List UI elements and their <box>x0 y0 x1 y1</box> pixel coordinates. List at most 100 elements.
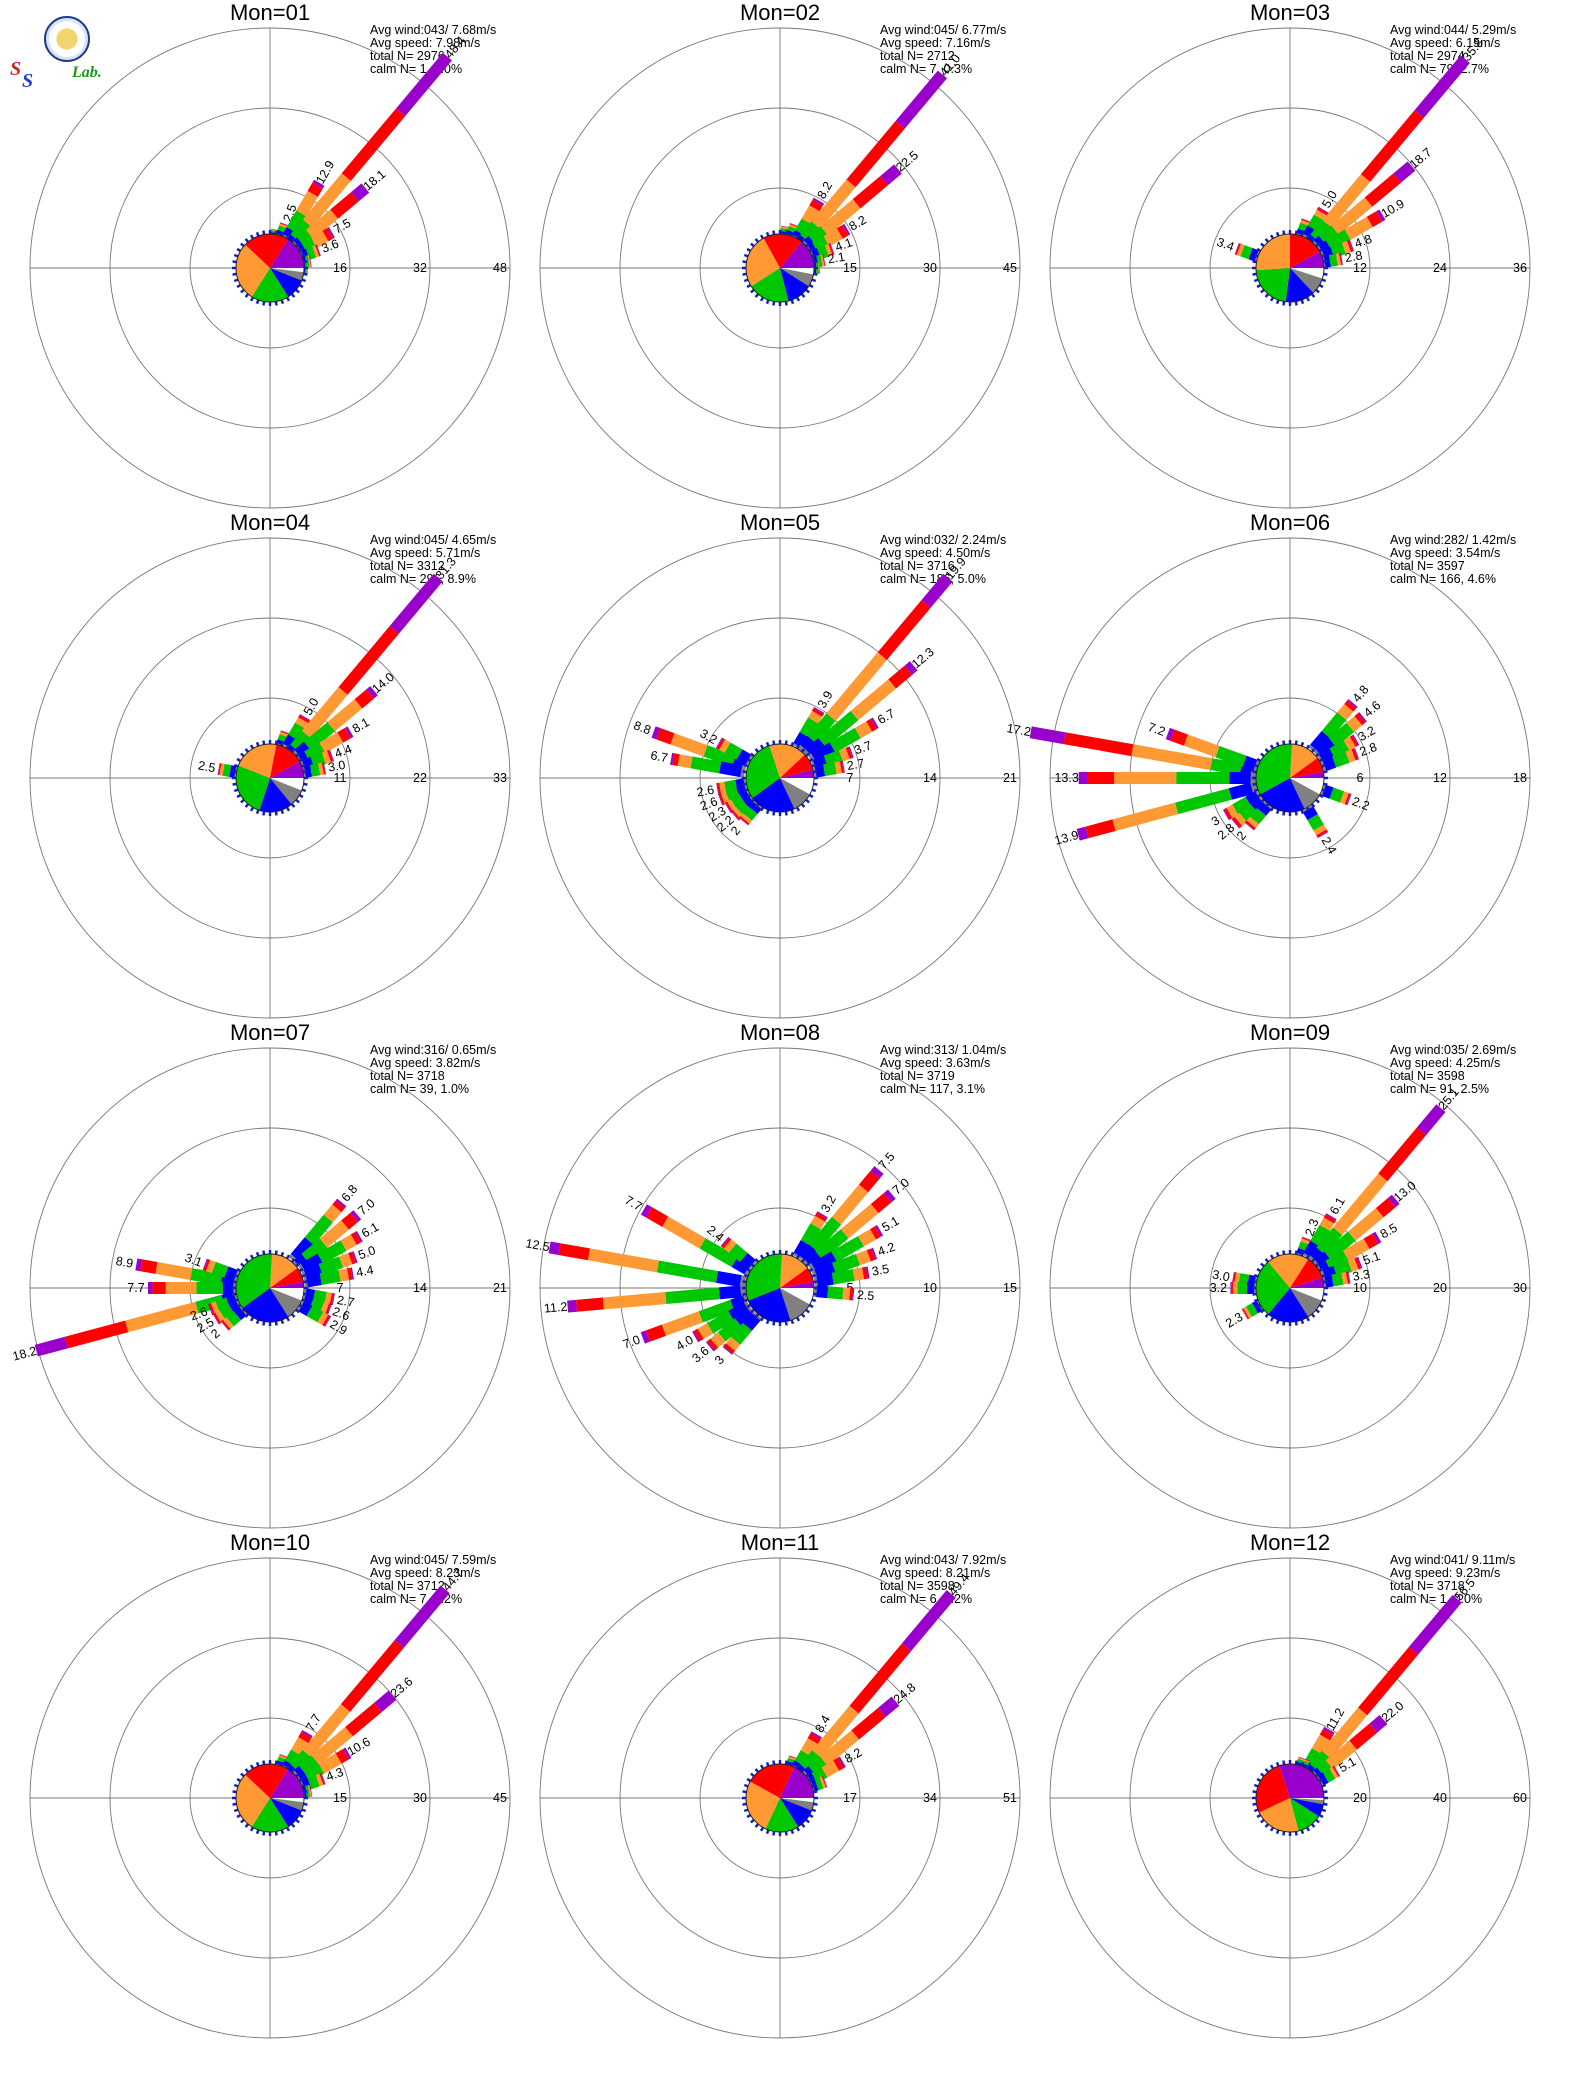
bar-segment <box>720 791 730 805</box>
sector-tick <box>1294 1321 1298 1326</box>
bar-segment <box>697 1323 714 1339</box>
sector-tick <box>1300 1761 1305 1767</box>
sector-tick <box>1310 238 1316 243</box>
bar-segment <box>279 731 292 739</box>
bar-segment <box>1372 1231 1382 1244</box>
bar-segment <box>326 750 334 763</box>
bar-segment <box>301 237 318 254</box>
sector-tick <box>784 230 788 235</box>
sector-tick <box>754 1768 760 1773</box>
sector-tick <box>1300 1319 1305 1325</box>
bar-segment <box>1319 748 1336 765</box>
ring-value-label: 18 <box>1513 771 1527 785</box>
bar-segment <box>1332 751 1350 768</box>
bar-segment <box>693 1328 704 1342</box>
bar-segment <box>1300 219 1313 227</box>
sector-tick <box>1300 741 1305 747</box>
sector-tick <box>298 1303 304 1309</box>
stat-calm-n: calm N= 91, 2.5% <box>1390 1082 1489 1096</box>
bar-segment <box>807 1733 821 1745</box>
bar-segment <box>724 779 738 794</box>
ring-value-label: 17 <box>843 1791 857 1805</box>
bar-segment <box>220 1273 235 1288</box>
stat-avg-wind: Avg wind:032/ 2.24m/s <box>880 533 1006 547</box>
sector-tick <box>1275 299 1280 305</box>
bar-segment <box>211 1261 229 1278</box>
bar-segment <box>703 745 736 767</box>
stat-calm-n: calm N= 117, 3.1% <box>880 1082 985 1096</box>
bar-segment <box>1175 788 1232 815</box>
sector-tick <box>274 301 278 306</box>
bar-segment <box>304 742 326 762</box>
bar-segment <box>210 1301 220 1315</box>
bar-segment <box>301 1729 313 1738</box>
bar-segment <box>816 1211 828 1219</box>
bar-segment <box>724 742 743 760</box>
sector-tick <box>772 1250 776 1255</box>
sector-tick <box>1318 1303 1324 1309</box>
bar-segment <box>1243 1306 1252 1319</box>
sector-tick <box>1256 1813 1262 1819</box>
bar-segment <box>320 1301 330 1315</box>
sector-tick <box>811 1783 817 1788</box>
stat-avg-wind: Avg wind:035/ 2.69m/s <box>1390 1043 1516 1057</box>
bar-segment <box>731 1256 751 1275</box>
sector-tick <box>236 1777 242 1783</box>
sector-tick <box>290 1313 296 1318</box>
sector-tick <box>743 278 749 283</box>
sector-tick <box>746 1267 752 1273</box>
bar-segment <box>222 1317 234 1329</box>
sector-tick <box>800 1768 806 1773</box>
sector-tick <box>244 1823 250 1828</box>
sector-tick <box>1318 247 1324 253</box>
sector-tick <box>255 1761 260 1767</box>
bar-segment <box>799 1244 819 1264</box>
chart-title: Mon=02 <box>740 0 820 25</box>
bar-segment <box>1341 1272 1348 1285</box>
sector-tick <box>1264 748 1270 753</box>
center-pie-slice <box>270 761 304 778</box>
ring-value-label: 51 <box>1003 1791 1017 1805</box>
sector-tick <box>1256 247 1262 253</box>
sector-tick <box>262 1760 266 1765</box>
logo-mark-storm: S <box>22 70 34 92</box>
ring-value-label: 34 <box>923 1791 937 1805</box>
bar-segment <box>640 1204 653 1218</box>
bar-segment <box>852 1267 865 1281</box>
bar-value-label: 3.7 <box>852 738 873 757</box>
sector-tick <box>759 296 765 302</box>
ring-value-label: 45 <box>1003 261 1017 275</box>
sector-tick <box>285 1826 291 1832</box>
sector-tick <box>813 1802 818 1806</box>
sector-tick <box>1282 1321 1286 1326</box>
bar-segment <box>731 1323 752 1345</box>
bar-segment <box>719 739 731 753</box>
bar-segment <box>1329 1766 1339 1779</box>
sector-tick <box>1305 744 1311 750</box>
bar-segment <box>318 1256 344 1276</box>
bar-segment <box>307 182 323 197</box>
sector-tick <box>759 1254 765 1260</box>
sector-tick <box>795 234 801 240</box>
bar-segment <box>815 1229 849 1260</box>
sector-tick <box>301 278 307 283</box>
sector-tick <box>808 757 814 763</box>
sector-tick <box>784 1250 788 1255</box>
bar-segment <box>294 741 312 759</box>
ring-value-label: 48 <box>493 261 507 275</box>
bar-segment <box>742 806 758 821</box>
bar-segment <box>315 1773 324 1787</box>
bar-segment <box>1165 727 1175 741</box>
bar-segment <box>838 747 850 762</box>
bar-segment <box>305 1273 322 1288</box>
sector-tick <box>1300 1829 1305 1835</box>
bar-segment <box>800 735 817 753</box>
bar-segment <box>366 686 378 699</box>
bar-segment <box>306 209 339 240</box>
sector-tick <box>1305 234 1311 240</box>
bar-segment <box>788 224 801 231</box>
center-pie-slice <box>780 1268 814 1288</box>
bar-segment <box>1228 782 1254 800</box>
bar-segment <box>728 1243 748 1263</box>
sector-tick <box>1321 788 1327 793</box>
